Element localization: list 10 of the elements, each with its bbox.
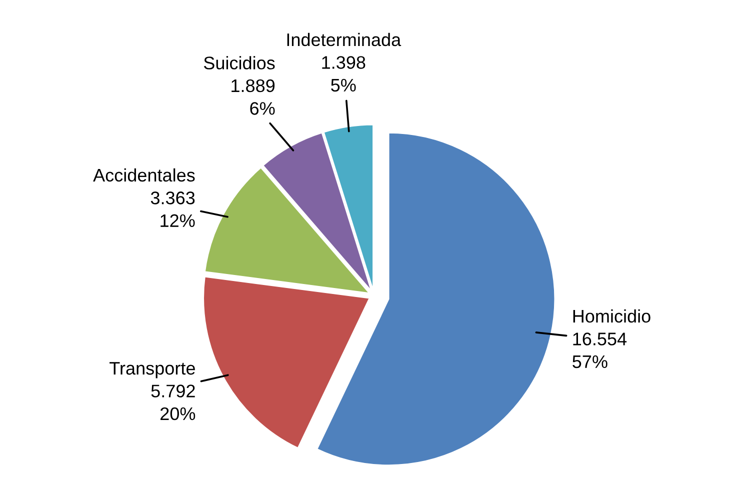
data-label: 1.889 6% <box>232 79 275 115</box>
data-label: 5.792 20% <box>151 384 196 420</box>
data-label: 1.398 5% <box>322 56 366 92</box>
slice-label: Indeterminada <box>287 32 402 46</box>
slice-label: Homicidio <box>573 309 650 323</box>
slice-label: Suicidios <box>204 56 275 70</box>
slice-label: Accidentales <box>93 168 195 182</box>
data-label: 3.363 12% <box>150 192 195 227</box>
data-label: 16.554 57% <box>572 332 627 368</box>
slice-label: Transporte <box>110 362 195 378</box>
